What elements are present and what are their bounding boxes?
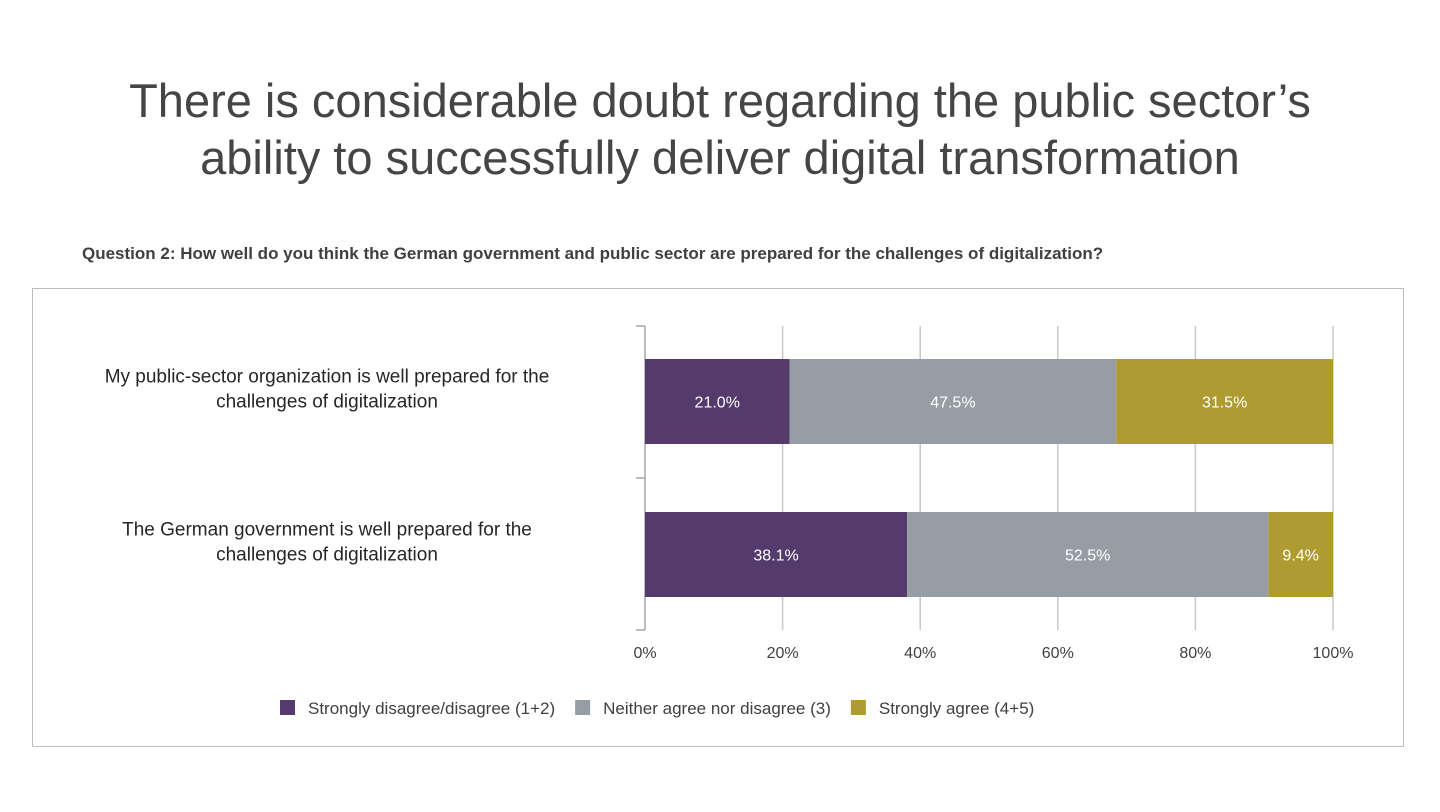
data-label: 47.5% — [930, 395, 975, 412]
bar-segment — [645, 512, 908, 597]
legend-swatch — [280, 700, 295, 715]
data-label: 52.5% — [1065, 548, 1110, 565]
x-tick-label: 40% — [904, 645, 936, 662]
category-label: challenges of digitalization — [216, 545, 438, 566]
data-label: 38.1% — [753, 548, 798, 565]
legend-swatch — [850, 700, 866, 715]
category-label: My public-sector organization is well pr… — [105, 367, 550, 388]
x-tick-label: 20% — [767, 645, 799, 662]
bar-segment — [645, 359, 790, 444]
category-label: The German government is well prepared f… — [122, 520, 532, 541]
bar-segment — [907, 512, 1269, 597]
x-tick-label: 80% — [1179, 645, 1211, 662]
question-text: Question 2: How well do you think the Ge… — [82, 244, 1104, 263]
chart-panel — [32, 288, 1404, 747]
legend-label: Strongly disagree/disagree (1+2) — [308, 699, 555, 718]
data-label: 21.0% — [695, 395, 740, 412]
bar-segment — [789, 359, 1117, 444]
legend-swatch — [575, 700, 591, 715]
x-tick-label: 100% — [1313, 645, 1354, 662]
x-tick-label: 60% — [1042, 645, 1074, 662]
title-line-2: ability to successfully deliver digital … — [200, 131, 1240, 184]
title-line-1: There is considerable doubt regarding th… — [129, 74, 1311, 127]
page-title: There is considerable doubt regarding th… — [0, 72, 1440, 186]
data-label: 31.5% — [1202, 395, 1247, 412]
bar-segment — [1116, 359, 1333, 444]
x-tick-label: 0% — [633, 645, 656, 662]
bar-segment — [1268, 512, 1333, 597]
legend-label: Strongly agree (4+5) — [879, 699, 1034, 718]
category-label: challenges of digitalization — [216, 392, 438, 413]
data-label: 9.4% — [1282, 548, 1318, 565]
legend-label: Neither agree nor disagree (3) — [603, 699, 831, 718]
